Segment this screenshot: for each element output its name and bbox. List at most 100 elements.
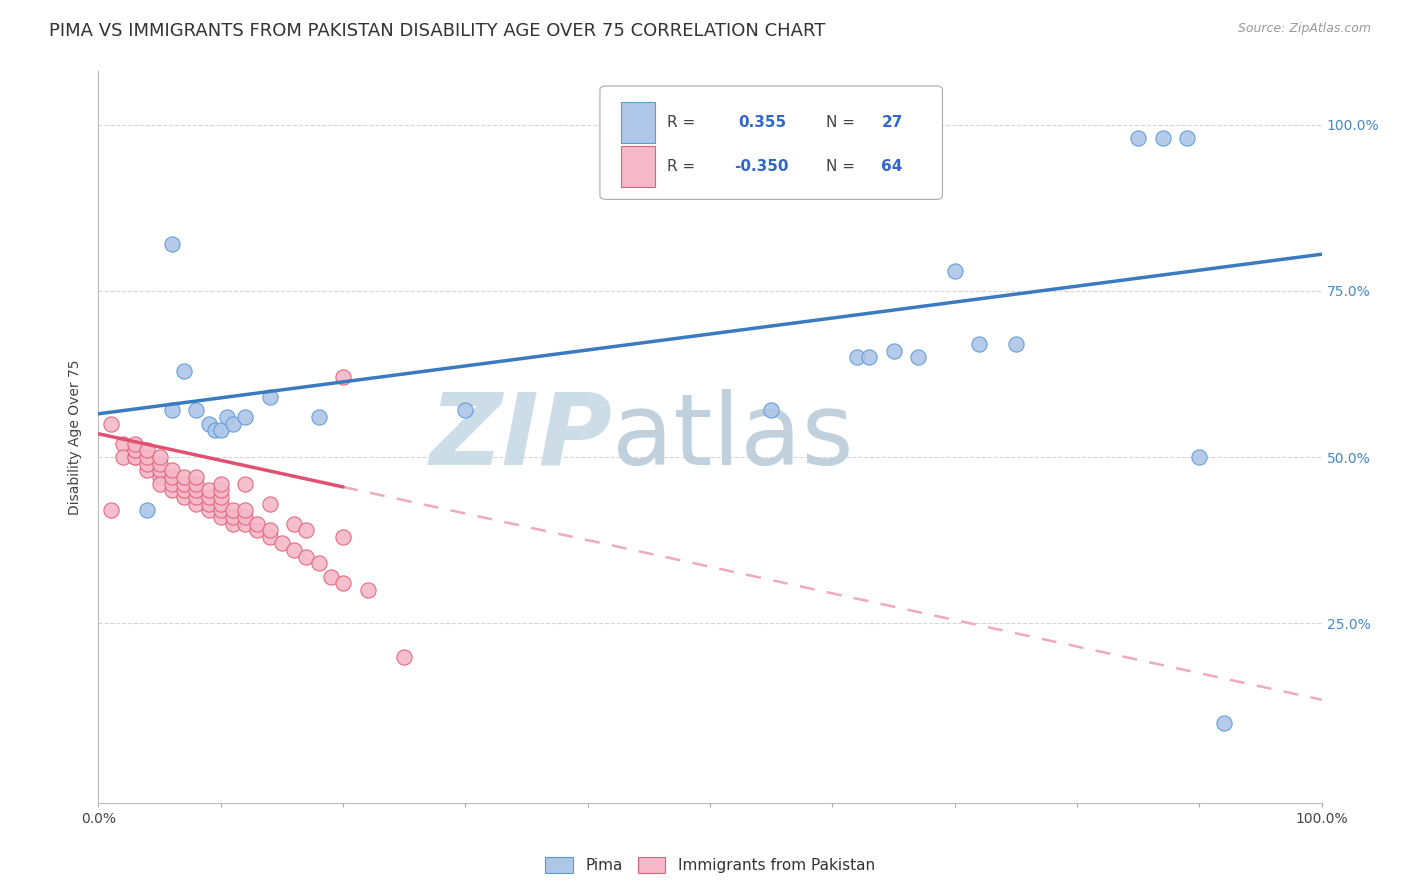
Point bbox=[186, 483, 208, 498]
Point bbox=[124, 443, 146, 458]
Point bbox=[197, 417, 219, 431]
Point bbox=[160, 403, 183, 417]
Point bbox=[392, 649, 416, 664]
Text: ZIP: ZIP bbox=[429, 389, 612, 485]
Point bbox=[149, 457, 172, 471]
Point bbox=[186, 497, 208, 511]
Point bbox=[111, 436, 134, 450]
Point bbox=[319, 570, 342, 584]
Point bbox=[186, 476, 208, 491]
Point bbox=[136, 450, 159, 464]
Point bbox=[332, 530, 354, 544]
Bar bbox=[620, 103, 655, 143]
Point bbox=[283, 516, 305, 531]
Point bbox=[295, 549, 318, 564]
Text: R =: R = bbox=[668, 115, 706, 130]
Point bbox=[1152, 131, 1174, 145]
FancyBboxPatch shape bbox=[600, 86, 942, 200]
Point bbox=[246, 523, 269, 537]
Point bbox=[1004, 337, 1026, 351]
Point bbox=[259, 497, 281, 511]
Point bbox=[173, 483, 195, 498]
Point bbox=[186, 403, 208, 417]
Point bbox=[907, 351, 929, 365]
Point bbox=[858, 351, 880, 365]
Point bbox=[136, 463, 159, 477]
Point bbox=[967, 337, 990, 351]
Text: -0.350: -0.350 bbox=[734, 159, 789, 174]
Point bbox=[1175, 131, 1198, 145]
Point bbox=[1128, 131, 1150, 145]
Point bbox=[233, 509, 256, 524]
Text: 27: 27 bbox=[882, 115, 903, 130]
Point bbox=[259, 530, 281, 544]
Bar bbox=[620, 146, 655, 186]
Point bbox=[160, 463, 183, 477]
Point bbox=[233, 410, 256, 425]
Point bbox=[124, 436, 146, 450]
Text: PIMA VS IMMIGRANTS FROM PAKISTAN DISABILITY AGE OVER 75 CORRELATION CHART: PIMA VS IMMIGRANTS FROM PAKISTAN DISABIL… bbox=[49, 22, 825, 40]
Point bbox=[943, 264, 966, 278]
Point bbox=[222, 509, 245, 524]
Point bbox=[197, 490, 219, 504]
Point bbox=[332, 576, 354, 591]
Point bbox=[173, 490, 195, 504]
Point bbox=[136, 443, 159, 458]
Point bbox=[197, 503, 219, 517]
Point bbox=[173, 363, 195, 377]
Point bbox=[160, 483, 183, 498]
Point bbox=[111, 450, 134, 464]
Point bbox=[100, 503, 122, 517]
Point bbox=[259, 523, 281, 537]
Point bbox=[124, 450, 146, 464]
Y-axis label: Disability Age Over 75: Disability Age Over 75 bbox=[69, 359, 83, 515]
Point bbox=[209, 490, 232, 504]
Point bbox=[136, 457, 159, 471]
Point bbox=[454, 403, 477, 417]
Point bbox=[204, 424, 226, 438]
Point bbox=[197, 483, 219, 498]
Point bbox=[845, 351, 868, 365]
Point bbox=[124, 450, 146, 464]
Point bbox=[160, 237, 183, 252]
Point bbox=[160, 476, 183, 491]
Point bbox=[149, 476, 172, 491]
Text: N =: N = bbox=[827, 115, 860, 130]
Point bbox=[259, 390, 281, 404]
Point bbox=[186, 470, 208, 484]
Point bbox=[136, 503, 159, 517]
Point bbox=[233, 476, 256, 491]
Point bbox=[209, 509, 232, 524]
Text: R =: R = bbox=[668, 159, 700, 174]
Point bbox=[215, 410, 238, 425]
Point bbox=[209, 424, 232, 438]
Point bbox=[173, 476, 195, 491]
Point bbox=[209, 483, 232, 498]
Point bbox=[233, 516, 256, 531]
Point bbox=[209, 476, 232, 491]
Text: 64: 64 bbox=[882, 159, 903, 174]
Point bbox=[149, 470, 172, 484]
Point bbox=[356, 582, 378, 597]
Text: atlas: atlas bbox=[612, 389, 853, 485]
Point bbox=[883, 343, 905, 358]
Point bbox=[295, 523, 318, 537]
Text: N =: N = bbox=[827, 159, 860, 174]
Point bbox=[332, 370, 354, 384]
Point bbox=[233, 503, 256, 517]
Point bbox=[308, 557, 330, 571]
Point bbox=[100, 417, 122, 431]
Legend: Pima, Immigrants from Pakistan: Pima, Immigrants from Pakistan bbox=[540, 851, 880, 880]
Point bbox=[246, 516, 269, 531]
Point bbox=[209, 497, 232, 511]
Text: Source: ZipAtlas.com: Source: ZipAtlas.com bbox=[1237, 22, 1371, 36]
Text: 0.355: 0.355 bbox=[738, 115, 786, 130]
Point bbox=[1188, 450, 1211, 464]
Point bbox=[761, 403, 783, 417]
Point bbox=[209, 503, 232, 517]
Point bbox=[149, 450, 172, 464]
Point bbox=[222, 516, 245, 531]
Point bbox=[186, 490, 208, 504]
Point bbox=[173, 470, 195, 484]
Point bbox=[222, 417, 245, 431]
